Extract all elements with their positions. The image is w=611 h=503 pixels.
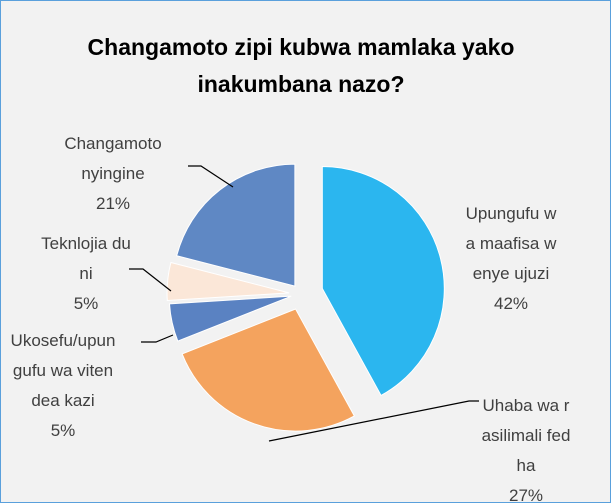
pie-slice bbox=[168, 295, 292, 342]
slice-label: Teknlojia duni 5% bbox=[41, 229, 131, 319]
leader-line bbox=[188, 165, 234, 188]
pie-slice bbox=[181, 308, 356, 432]
value-label: 5% bbox=[73, 294, 99, 313]
category-label: Upungufu wa maafisa wenye ujuzi bbox=[465, 204, 557, 283]
slice-label: Ukosefu/upungufu wa vitendea kazi 5% bbox=[9, 326, 117, 446]
leader-line bbox=[268, 400, 479, 442]
pie-slice bbox=[176, 163, 296, 287]
slice-label: Uhaba wa rasilimali fedha 27% bbox=[479, 391, 573, 503]
leader-line bbox=[141, 334, 174, 343]
value-label: 42% bbox=[493, 294, 529, 313]
leader-line bbox=[129, 268, 172, 292]
category-label: Teknlojia duni bbox=[41, 234, 131, 283]
chart-title: Changamoto zipi kubwa mamlaka yako inaku… bbox=[87, 34, 515, 97]
value-label: 27% bbox=[508, 486, 544, 503]
pie-slice bbox=[166, 261, 290, 302]
category-label: Uhaba wa rasilimali fedha bbox=[481, 396, 571, 475]
pie-slice bbox=[321, 166, 445, 397]
slice-label: Upungufu wa maafisa wenye ujuzi 42% bbox=[463, 199, 559, 319]
category-label: Changamoto nyingine bbox=[64, 134, 162, 183]
leader-lines bbox=[129, 165, 479, 442]
value-label: 21% bbox=[95, 194, 131, 213]
value-label: 5% bbox=[50, 421, 76, 440]
category-label: Ukosefu/upungufu wa vitendea kazi bbox=[10, 331, 116, 410]
slice-label: Changamoto nyingine 21% bbox=[63, 129, 163, 219]
